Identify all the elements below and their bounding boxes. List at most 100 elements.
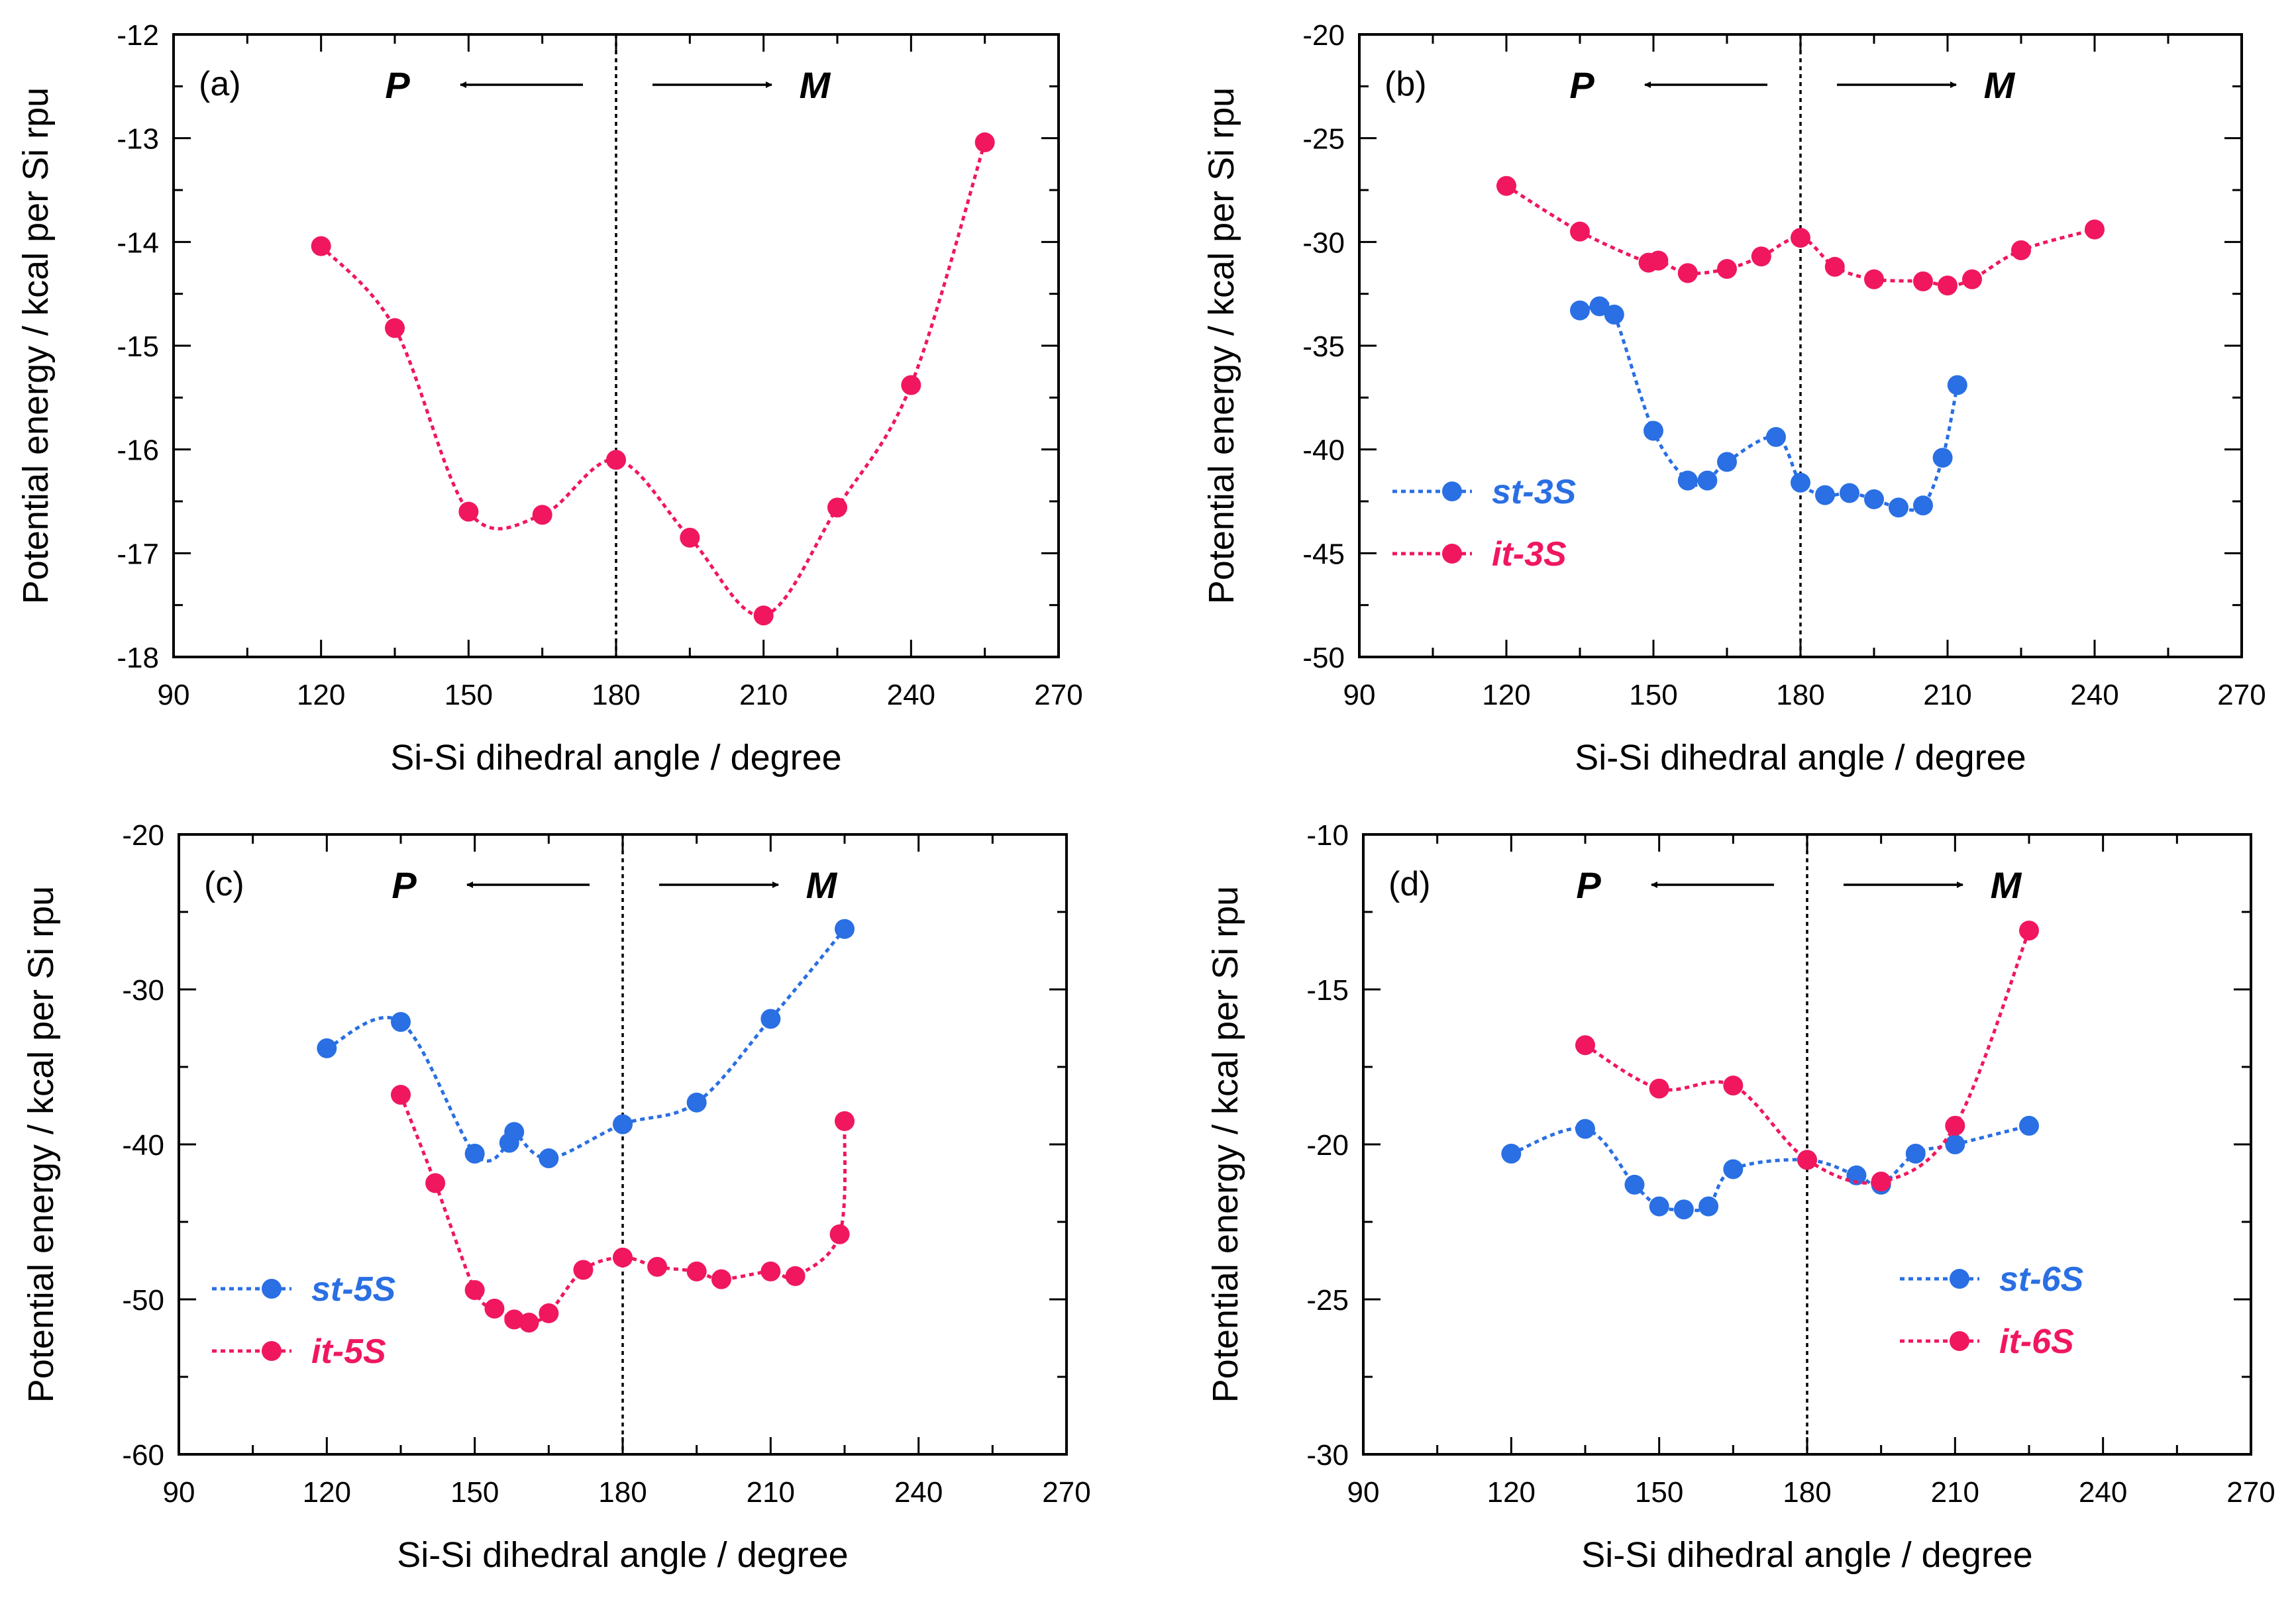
x-tick-label: 120 — [1487, 1476, 1536, 1509]
data-point-st-6S — [1723, 1159, 1744, 1179]
data-point-it-6S — [1797, 1150, 1817, 1170]
data-point-st-5S — [539, 1148, 559, 1169]
y-tick-label: -17 — [117, 538, 159, 570]
chart-panel-d: 90 120 150 180 210 240 270 -30 -25 -20 -15 -10 Si-Si… — [1206, 819, 2275, 1575]
data-point-it-3S — [1570, 221, 1590, 242]
x-tick-label: 90 — [158, 679, 190, 711]
data-point-it-5S — [484, 1299, 505, 1319]
x-tick-label: 90 — [1347, 1476, 1380, 1509]
data-point-it-6S — [1575, 1035, 1595, 1056]
data-point-st-5S — [835, 919, 855, 939]
data-point-st-3S — [1644, 421, 1663, 441]
chart-panel-c: 90 120 150 180 210 240 270 -60 -50 -40 -30 -20 Si-Si… — [21, 819, 1091, 1575]
panel-label: (c) — [204, 865, 244, 903]
data-point — [458, 501, 479, 522]
data-point-st-5S — [504, 1122, 525, 1142]
y-tick-label: -20 — [122, 819, 164, 852]
x-tick-label: 270 — [2226, 1476, 2275, 1509]
y-tick-label: -25 — [1306, 1284, 1349, 1317]
data-point-it-6S — [1871, 1172, 1891, 1192]
data-point-st-3S — [1589, 296, 1610, 317]
y-tick-label: -50 — [1302, 642, 1345, 674]
y-tick-label: -14 — [117, 226, 159, 259]
data-point-st-6S — [1501, 1144, 1522, 1164]
data-point-it-3S — [1962, 269, 1982, 289]
data-point-st-3S — [1570, 300, 1590, 321]
data-point-st-6S — [1575, 1119, 1595, 1139]
data-point-it-5S — [686, 1261, 707, 1281]
data-point-it-5S — [647, 1256, 668, 1277]
data-point-st-6S — [1945, 1134, 1965, 1154]
x-axis-title: Si-Si dihedral angle / degree — [1581, 1535, 2032, 1575]
legend-marker — [1442, 481, 1462, 501]
data-point-it-3S — [1913, 271, 1933, 291]
data-point-st-6S — [2019, 1115, 2039, 1136]
data-point — [901, 375, 921, 395]
y-tick-label: -15 — [1306, 974, 1349, 1007]
data-point-st-3S — [1932, 448, 1953, 468]
y-tick-label: -20 — [1302, 19, 1345, 52]
data-point-it-3S — [2011, 240, 2031, 260]
data-point-st-3S — [1815, 485, 1835, 505]
p-label: P — [1569, 64, 1594, 106]
x-tick-label: 180 — [598, 1476, 647, 1509]
data-point-st-6S — [1846, 1165, 1867, 1185]
legend-label: st-3S — [1492, 473, 1576, 511]
y-tick-label: -35 — [1302, 330, 1345, 363]
data-point-st-5S — [686, 1092, 707, 1113]
y-tick-label: -13 — [117, 123, 159, 156]
x-tick-label: 120 — [303, 1476, 351, 1509]
data-point-it-3S — [1648, 250, 1669, 271]
data-point-st-5S — [391, 1012, 411, 1032]
data-point-it-6S — [2019, 921, 2039, 941]
legend-marker — [262, 1279, 282, 1299]
data-point-it-5S — [711, 1269, 731, 1289]
x-tick-label: 210 — [747, 1476, 795, 1509]
panel-label: (b) — [1384, 65, 1427, 103]
data-point-st-3S — [1889, 497, 1908, 518]
x-axis-title: Si-Si dihedral angle / degree — [1575, 738, 2026, 777]
x-tick-label: 210 — [1931, 1476, 1979, 1509]
data-point-st-6S — [1905, 1144, 1926, 1164]
y-axis-title: Potential energy / kcal per Si rpu — [16, 87, 56, 604]
x-tick-label: 210 — [739, 679, 788, 711]
data-point-it-3S — [1824, 256, 1845, 277]
data-point-it-5S — [785, 1266, 806, 1286]
data-point-it-3S — [2085, 219, 2105, 240]
data-point — [753, 605, 774, 626]
p-label: P — [385, 64, 410, 106]
data-point-it-5S — [573, 1260, 594, 1280]
data-point-it-3S — [1938, 275, 1957, 296]
x-tick-label: 270 — [1042, 1476, 1090, 1509]
p-label: P — [1576, 864, 1601, 906]
panel-label: (d) — [1388, 865, 1431, 903]
x-tick-label: 150 — [1629, 679, 1677, 711]
legend-marker — [1950, 1269, 1969, 1289]
p-label: P — [391, 864, 417, 906]
m-label: M — [1991, 864, 2022, 906]
y-axis-title: Potential energy / kcal per Si rpu — [21, 886, 61, 1403]
data-point-it-5S — [760, 1261, 781, 1281]
chart-panel-b: 90 120 150 180 210 240 270 -50 -45 -40 -35 -30 -25 -2… — [1202, 19, 2266, 777]
y-tick-label: -30 — [122, 974, 164, 1007]
data-point-it-5S — [425, 1173, 446, 1193]
x-tick-label: 240 — [2079, 1476, 2127, 1509]
data-point-it-6S — [1649, 1078, 1669, 1099]
x-tick-label: 180 — [592, 679, 640, 711]
series-line-st-5S — [326, 928, 846, 1163]
data-point — [385, 318, 405, 338]
data-point-it-3S — [1864, 269, 1884, 289]
data-point-it-5S — [391, 1085, 411, 1105]
x-tick-label: 240 — [887, 679, 935, 711]
x-tick-label: 150 — [450, 1476, 499, 1509]
y-tick-label: -30 — [1306, 1439, 1349, 1472]
series-line — [319, 142, 987, 618]
data-point-it-5S — [829, 1224, 850, 1244]
y-tick-label: -25 — [1302, 123, 1345, 156]
legend-marker — [1950, 1331, 1969, 1351]
x-tick-label: 90 — [163, 1476, 195, 1509]
legend-marker — [262, 1341, 282, 1361]
y-tick-label: -18 — [117, 642, 159, 674]
m-label: M — [1984, 64, 2016, 106]
